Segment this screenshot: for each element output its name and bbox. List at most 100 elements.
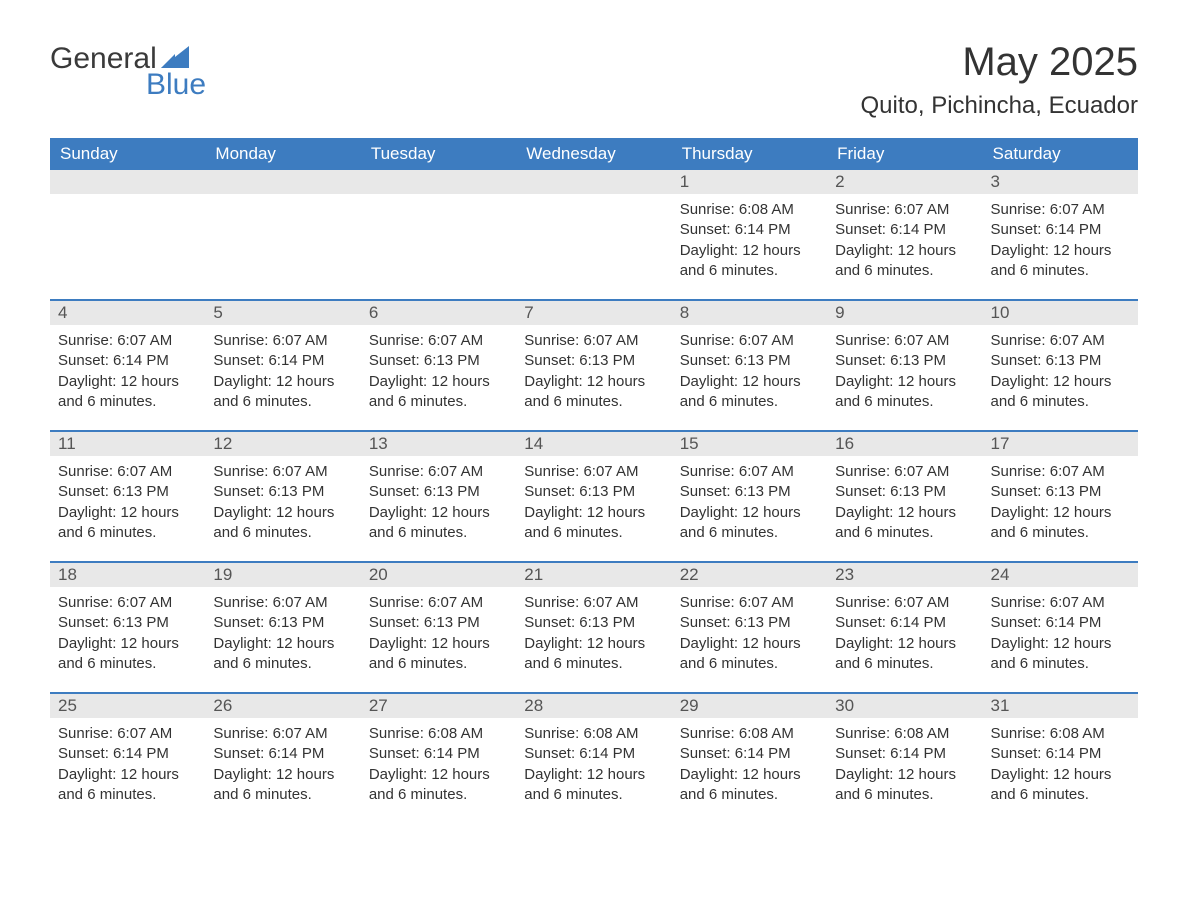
daylight-label: Daylight: 12 hours and 6 minutes. bbox=[524, 503, 663, 544]
sunset-label: Sunset: 6:13 PM bbox=[835, 482, 974, 502]
day-body: Sunrise: 6:07 AMSunset: 6:13 PMDaylight:… bbox=[516, 587, 671, 684]
sunset-label: Sunset: 6:13 PM bbox=[524, 613, 663, 633]
sunrise-label: Sunrise: 6:07 AM bbox=[991, 331, 1130, 351]
sunset-label: Sunset: 6:13 PM bbox=[524, 351, 663, 371]
day-body: Sunrise: 6:07 AMSunset: 6:13 PMDaylight:… bbox=[205, 456, 360, 553]
sunset-label: Sunset: 6:13 PM bbox=[835, 351, 974, 371]
daylight-label: Daylight: 12 hours and 6 minutes. bbox=[213, 372, 352, 413]
daylight-label: Daylight: 12 hours and 6 minutes. bbox=[524, 765, 663, 806]
day-cell: 22Sunrise: 6:07 AMSunset: 6:13 PMDayligh… bbox=[672, 563, 827, 693]
logo: General Blue bbox=[50, 40, 206, 100]
sunset-label: Sunset: 6:13 PM bbox=[213, 482, 352, 502]
week-row: 1Sunrise: 6:08 AMSunset: 6:14 PMDaylight… bbox=[50, 170, 1138, 300]
day-number: 18 bbox=[50, 563, 205, 587]
day-body: Sunrise: 6:07 AMSunset: 6:13 PMDaylight:… bbox=[50, 587, 205, 684]
sunrise-label: Sunrise: 6:07 AM bbox=[991, 200, 1130, 220]
day-cell: 3Sunrise: 6:07 AMSunset: 6:14 PMDaylight… bbox=[983, 170, 1138, 300]
daylight-label: Daylight: 12 hours and 6 minutes. bbox=[991, 765, 1130, 806]
weekday-monday: Monday bbox=[205, 138, 360, 170]
day-body: Sunrise: 6:07 AMSunset: 6:14 PMDaylight:… bbox=[50, 718, 205, 815]
day-body: Sunrise: 6:07 AMSunset: 6:14 PMDaylight:… bbox=[983, 194, 1138, 291]
daylight-label: Daylight: 12 hours and 6 minutes. bbox=[58, 634, 197, 675]
sunrise-label: Sunrise: 6:07 AM bbox=[369, 593, 508, 613]
day-number: 24 bbox=[983, 563, 1138, 587]
day-body: Sunrise: 6:07 AMSunset: 6:14 PMDaylight:… bbox=[205, 718, 360, 815]
daylight-label: Daylight: 12 hours and 6 minutes. bbox=[58, 372, 197, 413]
daylight-label: Daylight: 12 hours and 6 minutes. bbox=[835, 503, 974, 544]
day-cell: 23Sunrise: 6:07 AMSunset: 6:14 PMDayligh… bbox=[827, 563, 982, 693]
sunset-label: Sunset: 6:13 PM bbox=[991, 482, 1130, 502]
day-cell: 14Sunrise: 6:07 AMSunset: 6:13 PMDayligh… bbox=[516, 432, 671, 562]
day-body: Sunrise: 6:08 AMSunset: 6:14 PMDaylight:… bbox=[516, 718, 671, 815]
day-body: Sunrise: 6:07 AMSunset: 6:13 PMDaylight:… bbox=[361, 587, 516, 684]
sunrise-label: Sunrise: 6:07 AM bbox=[680, 462, 819, 482]
daylight-label: Daylight: 12 hours and 6 minutes. bbox=[369, 503, 508, 544]
day-body: Sunrise: 6:07 AMSunset: 6:13 PMDaylight:… bbox=[827, 325, 982, 422]
day-cell: 1Sunrise: 6:08 AMSunset: 6:14 PMDaylight… bbox=[672, 170, 827, 300]
day-body: Sunrise: 6:07 AMSunset: 6:13 PMDaylight:… bbox=[983, 456, 1138, 553]
sunrise-label: Sunrise: 6:07 AM bbox=[58, 462, 197, 482]
sunset-label: Sunset: 6:14 PM bbox=[835, 220, 974, 240]
daylight-label: Daylight: 12 hours and 6 minutes. bbox=[369, 372, 508, 413]
daylight-label: Daylight: 12 hours and 6 minutes. bbox=[680, 241, 819, 282]
sunset-label: Sunset: 6:14 PM bbox=[991, 220, 1130, 240]
day-cell: 27Sunrise: 6:08 AMSunset: 6:14 PMDayligh… bbox=[361, 694, 516, 824]
day-number: 11 bbox=[50, 432, 205, 456]
day-cell bbox=[516, 170, 671, 300]
day-number: 23 bbox=[827, 563, 982, 587]
weekday-saturday: Saturday bbox=[983, 138, 1138, 170]
sunset-label: Sunset: 6:14 PM bbox=[991, 613, 1130, 633]
sunrise-label: Sunrise: 6:07 AM bbox=[58, 331, 197, 351]
day-number: 12 bbox=[205, 432, 360, 456]
location-label: Quito, Pichincha, Ecuador bbox=[861, 92, 1139, 120]
day-number: 31 bbox=[983, 694, 1138, 718]
sunrise-label: Sunrise: 6:07 AM bbox=[835, 200, 974, 220]
day-body: Sunrise: 6:07 AMSunset: 6:13 PMDaylight:… bbox=[983, 325, 1138, 422]
day-number: 17 bbox=[983, 432, 1138, 456]
sunset-label: Sunset: 6:14 PM bbox=[369, 744, 508, 764]
sunrise-label: Sunrise: 6:07 AM bbox=[680, 331, 819, 351]
sunset-label: Sunset: 6:14 PM bbox=[58, 351, 197, 371]
sunrise-label: Sunrise: 6:08 AM bbox=[991, 724, 1130, 744]
daylight-label: Daylight: 12 hours and 6 minutes. bbox=[835, 634, 974, 675]
day-number: 26 bbox=[205, 694, 360, 718]
daylight-label: Daylight: 12 hours and 6 minutes. bbox=[991, 372, 1130, 413]
sunset-label: Sunset: 6:13 PM bbox=[680, 351, 819, 371]
daylight-label: Daylight: 12 hours and 6 minutes. bbox=[991, 503, 1130, 544]
day-body: Sunrise: 6:07 AMSunset: 6:13 PMDaylight:… bbox=[361, 456, 516, 553]
daylight-label: Daylight: 12 hours and 6 minutes. bbox=[524, 372, 663, 413]
day-number: 2 bbox=[827, 170, 982, 194]
daylight-label: Daylight: 12 hours and 6 minutes. bbox=[991, 241, 1130, 282]
sunset-label: Sunset: 6:14 PM bbox=[991, 744, 1130, 764]
day-cell: 25Sunrise: 6:07 AMSunset: 6:14 PMDayligh… bbox=[50, 694, 205, 824]
daylight-label: Daylight: 12 hours and 6 minutes. bbox=[680, 503, 819, 544]
day-number: 30 bbox=[827, 694, 982, 718]
sunset-label: Sunset: 6:13 PM bbox=[991, 351, 1130, 371]
day-body: Sunrise: 6:07 AMSunset: 6:13 PMDaylight:… bbox=[672, 325, 827, 422]
day-cell: 8Sunrise: 6:07 AMSunset: 6:13 PMDaylight… bbox=[672, 301, 827, 431]
day-cell: 12Sunrise: 6:07 AMSunset: 6:13 PMDayligh… bbox=[205, 432, 360, 562]
logo-text-general: General bbox=[50, 42, 157, 75]
sunset-label: Sunset: 6:13 PM bbox=[213, 613, 352, 633]
day-body: Sunrise: 6:08 AMSunset: 6:14 PMDaylight:… bbox=[672, 194, 827, 291]
sunrise-label: Sunrise: 6:07 AM bbox=[369, 331, 508, 351]
day-number: 4 bbox=[50, 301, 205, 325]
day-body: Sunrise: 6:07 AMSunset: 6:13 PMDaylight:… bbox=[827, 456, 982, 553]
day-cell: 6Sunrise: 6:07 AMSunset: 6:13 PMDaylight… bbox=[361, 301, 516, 431]
day-cell: 5Sunrise: 6:07 AMSunset: 6:14 PMDaylight… bbox=[205, 301, 360, 431]
day-cell bbox=[50, 170, 205, 300]
day-number: 28 bbox=[516, 694, 671, 718]
weekday-wednesday: Wednesday bbox=[516, 138, 671, 170]
daylight-label: Daylight: 12 hours and 6 minutes. bbox=[680, 372, 819, 413]
day-number: 5 bbox=[205, 301, 360, 325]
day-number: 9 bbox=[827, 301, 982, 325]
day-body: Sunrise: 6:08 AMSunset: 6:14 PMDaylight:… bbox=[672, 718, 827, 815]
sunset-label: Sunset: 6:14 PM bbox=[680, 744, 819, 764]
sunrise-label: Sunrise: 6:07 AM bbox=[58, 593, 197, 613]
day-number: 8 bbox=[672, 301, 827, 325]
week-row: 11Sunrise: 6:07 AMSunset: 6:13 PMDayligh… bbox=[50, 432, 1138, 562]
page-header: General Blue May 2025 Quito, Pichincha, … bbox=[50, 40, 1138, 120]
sunrise-label: Sunrise: 6:07 AM bbox=[835, 593, 974, 613]
sunset-label: Sunset: 6:14 PM bbox=[835, 744, 974, 764]
day-cell: 30Sunrise: 6:08 AMSunset: 6:14 PMDayligh… bbox=[827, 694, 982, 824]
